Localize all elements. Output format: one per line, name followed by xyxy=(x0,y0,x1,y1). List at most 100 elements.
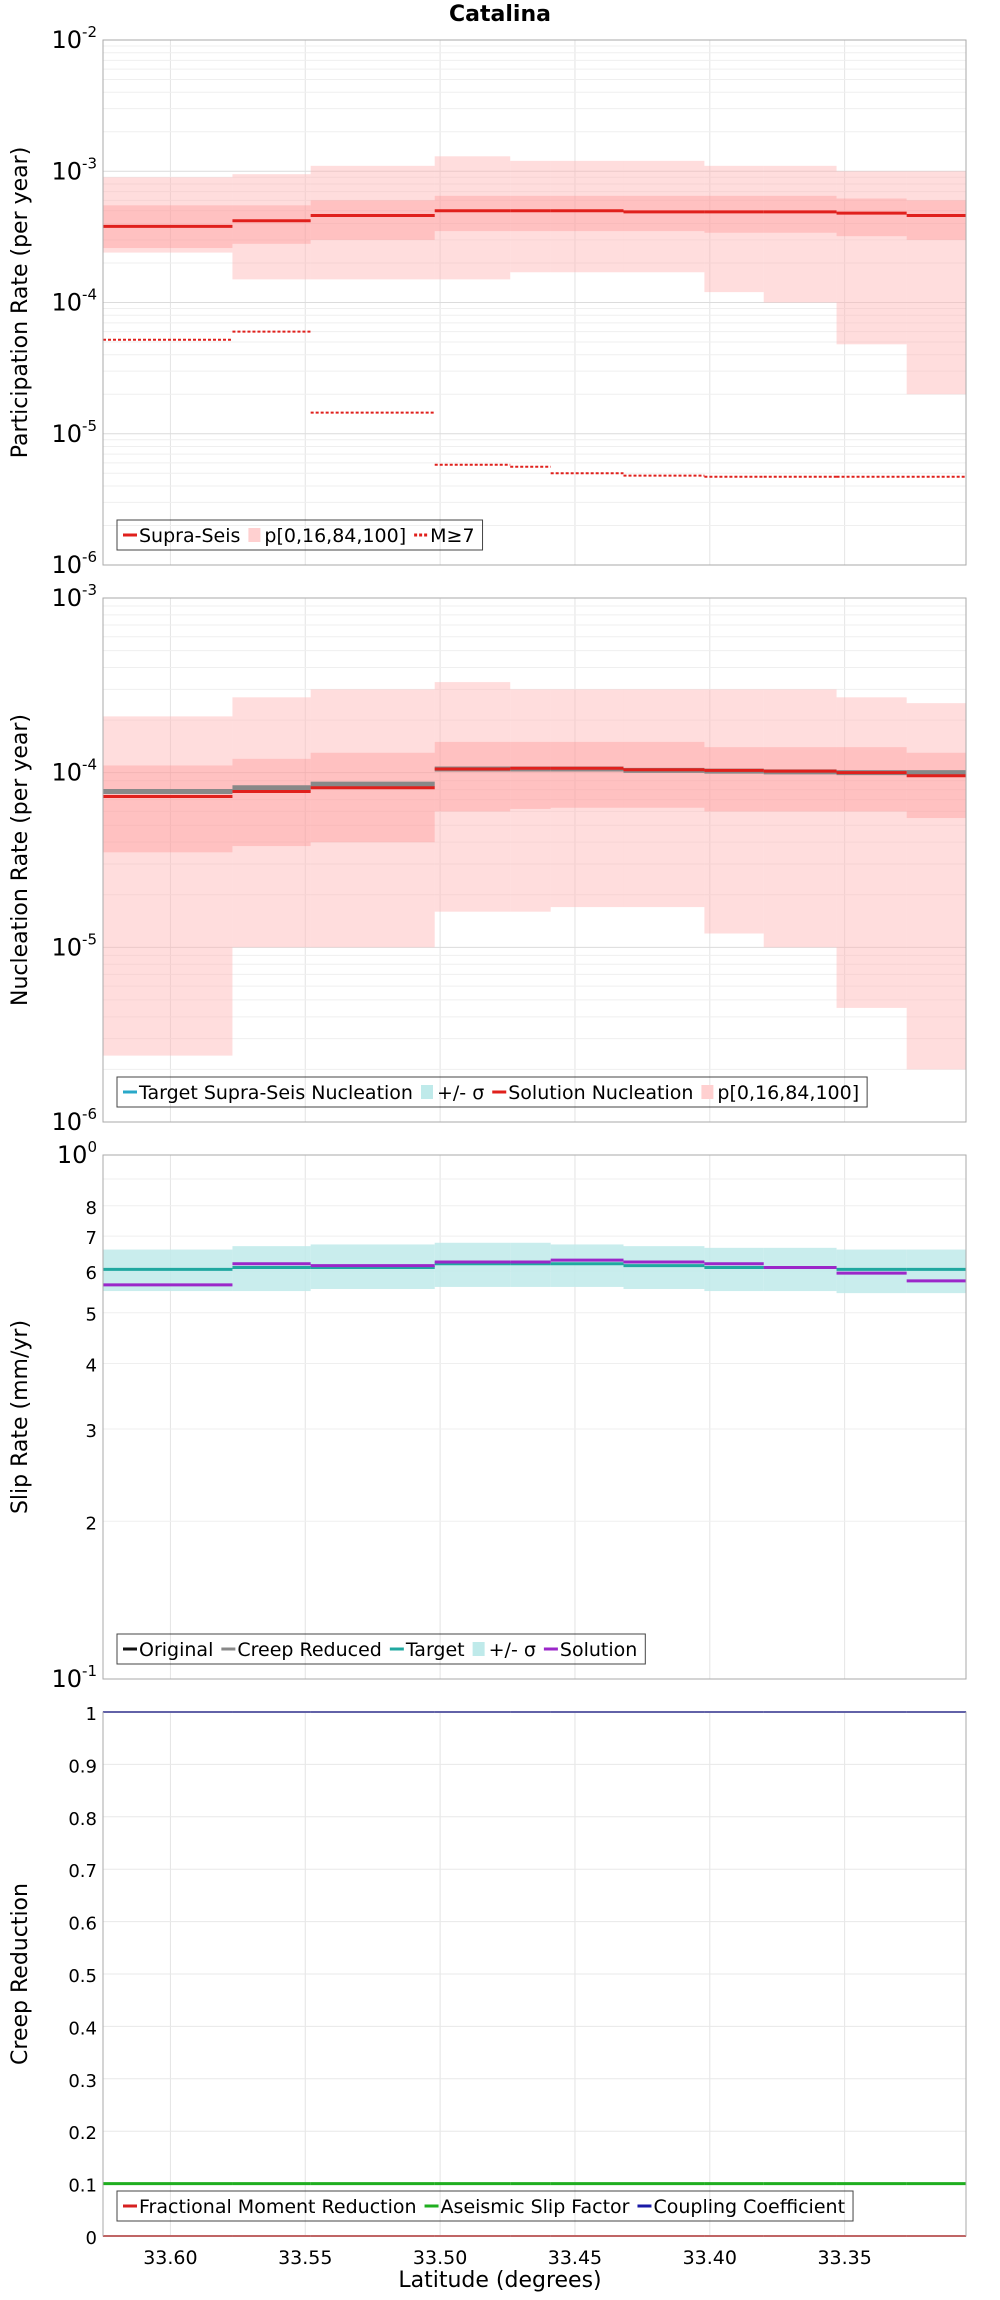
percentile-band xyxy=(550,160,624,273)
y-tick-label: 10-3 xyxy=(51,581,97,612)
legend-frame xyxy=(116,1076,868,1108)
y-tick-label: 5 xyxy=(86,1305,97,1326)
y-tick-label: 3 xyxy=(86,1421,97,1442)
y-tick-label: 10-4 xyxy=(51,756,97,787)
y-tick-label: 10-1 xyxy=(51,1662,97,1693)
y-tick-label: 0.2 xyxy=(68,2123,97,2144)
percentile-band xyxy=(906,200,966,240)
panel-participation: 10-6 10-5 10-4 10-3 10-2 Participation Rate (… xyxy=(8,23,967,579)
percentile-band xyxy=(232,174,311,280)
legend-label: Coupling Coefficient xyxy=(653,2196,845,2218)
sigma-band xyxy=(623,1246,705,1289)
legend-swatch xyxy=(472,1642,485,1656)
legend-item: M≥7 xyxy=(414,525,475,547)
legend-label: Creep Reduced xyxy=(237,1639,381,1661)
legend-label: p[0,16,84,100] xyxy=(264,525,406,547)
plot-frame xyxy=(102,39,967,566)
y-tick-label: 6 xyxy=(86,1263,97,1284)
percentile-band xyxy=(623,741,705,808)
plot-area xyxy=(103,1155,966,1679)
x-axis-label: Latitude (degrees) xyxy=(398,2268,602,2293)
percentile-band xyxy=(310,752,435,843)
legend-label: M≥7 xyxy=(430,525,474,547)
legend-item: Aseismic Slip Factor xyxy=(424,2196,630,2218)
percentile-band xyxy=(550,195,624,232)
legend-label: p[0,16,84,100] xyxy=(717,1082,859,1104)
percentile-band xyxy=(906,703,966,1070)
legend-label: Target Supra-Seis Nucleation xyxy=(138,1082,413,1104)
y-tick-label: 2 xyxy=(86,1513,97,1534)
y-tick-label: 0.7 xyxy=(68,1861,97,1882)
percentile-band xyxy=(704,747,764,812)
legend-label: Original xyxy=(139,1639,213,1661)
chart-title: Catalina xyxy=(449,2,551,27)
percentile-band xyxy=(103,765,233,853)
legend-item: Target Supra-Seis Nucleation xyxy=(123,1082,413,1104)
percentile-band xyxy=(704,689,764,934)
percentile-band xyxy=(434,682,511,912)
legend-item: +/- σ xyxy=(420,1082,484,1104)
y-tick-label: 10-4 xyxy=(51,286,97,317)
percentile-band xyxy=(836,198,907,237)
percentile-band xyxy=(704,165,764,293)
legend-item: Target xyxy=(389,1639,465,1661)
legend-item: Coupling Coefficient xyxy=(637,2196,845,2218)
percentile-band xyxy=(103,716,233,1056)
y-tick-label: 0.1 xyxy=(68,2176,97,2197)
percentile-band xyxy=(434,741,511,812)
percentile-band xyxy=(434,195,511,232)
y-tick-label: 10-6 xyxy=(51,548,97,579)
percentile-band xyxy=(836,171,907,345)
y-axis-label: Nucleation Rate (per year) xyxy=(8,714,33,1006)
x-tick-label: 33.50 xyxy=(413,2247,467,2269)
legend-frame xyxy=(116,2190,854,2222)
y-axis-label: Creep Reduction xyxy=(8,1883,33,2065)
percentile-band xyxy=(310,689,435,948)
panel-creep: 0 0.1 0.2 0.3 0.4 0.5 0.6 0.7 0.8 0.9 1 Creep Reduc… xyxy=(8,1704,967,2249)
percentile-band xyxy=(704,195,764,233)
percentile-band xyxy=(103,177,233,253)
y-tick-label: 1 xyxy=(86,1704,97,1725)
legend-frame xyxy=(116,1633,646,1665)
plot-frame xyxy=(102,597,967,1123)
percentile-band xyxy=(906,171,966,395)
panel-nucleation: 10-6 10-5 10-4 10-3 Nucleation Rate (per yea… xyxy=(8,581,967,1136)
y-tick-label: 8 xyxy=(86,1198,97,1219)
y-axis-label: Slip Rate (mm/yr) xyxy=(8,1320,33,1514)
percentile-band xyxy=(906,752,966,819)
y-tick-label: 0.9 xyxy=(68,1756,97,1777)
legend-item: p[0,16,84,100] xyxy=(701,1082,859,1104)
sigma-band xyxy=(763,1247,837,1292)
legend-item: Solution Nucleation xyxy=(492,1082,693,1104)
y-tick-label: 100 xyxy=(57,1138,97,1169)
legend-item: Supra-Seis xyxy=(123,525,240,547)
legend-label: Target xyxy=(405,1639,465,1661)
legend-label: Fractional Moment Reduction xyxy=(139,2196,417,2218)
percentile-band xyxy=(232,205,311,244)
y-tick-label: 4 xyxy=(86,1356,97,1377)
legend-label: +/- σ xyxy=(437,1082,484,1104)
x-tick-label: 33.45 xyxy=(548,2247,602,2269)
legend-label: Supra-Seis xyxy=(139,525,240,547)
x-tick-label: 33.55 xyxy=(278,2247,332,2269)
sigma-band xyxy=(906,1249,966,1294)
y-tick-label: 0.8 xyxy=(68,1809,97,1830)
percentile-band xyxy=(550,689,624,908)
sigma-band xyxy=(836,1249,907,1294)
legend-swatch xyxy=(420,1085,433,1099)
percentile-band xyxy=(510,195,551,232)
y-tick-label: 0 xyxy=(86,2228,97,2249)
legend-item: Creep Reduced xyxy=(221,1639,382,1661)
sigma-band xyxy=(550,1244,624,1287)
panel-slip: 10-1 2 3 4 5 6 7 8 100 Slip Rate (mm/yr) Original C… xyxy=(8,1138,967,1693)
sigma-band xyxy=(704,1247,764,1292)
percentile-band xyxy=(763,747,837,812)
percentile-band xyxy=(623,689,705,908)
percentile-band xyxy=(763,165,837,303)
percentile-band xyxy=(232,758,311,847)
plot-area xyxy=(103,598,966,1122)
x-tick-label: 33.35 xyxy=(817,2247,871,2269)
percentile-band xyxy=(550,741,624,808)
percentile-band xyxy=(310,165,435,280)
